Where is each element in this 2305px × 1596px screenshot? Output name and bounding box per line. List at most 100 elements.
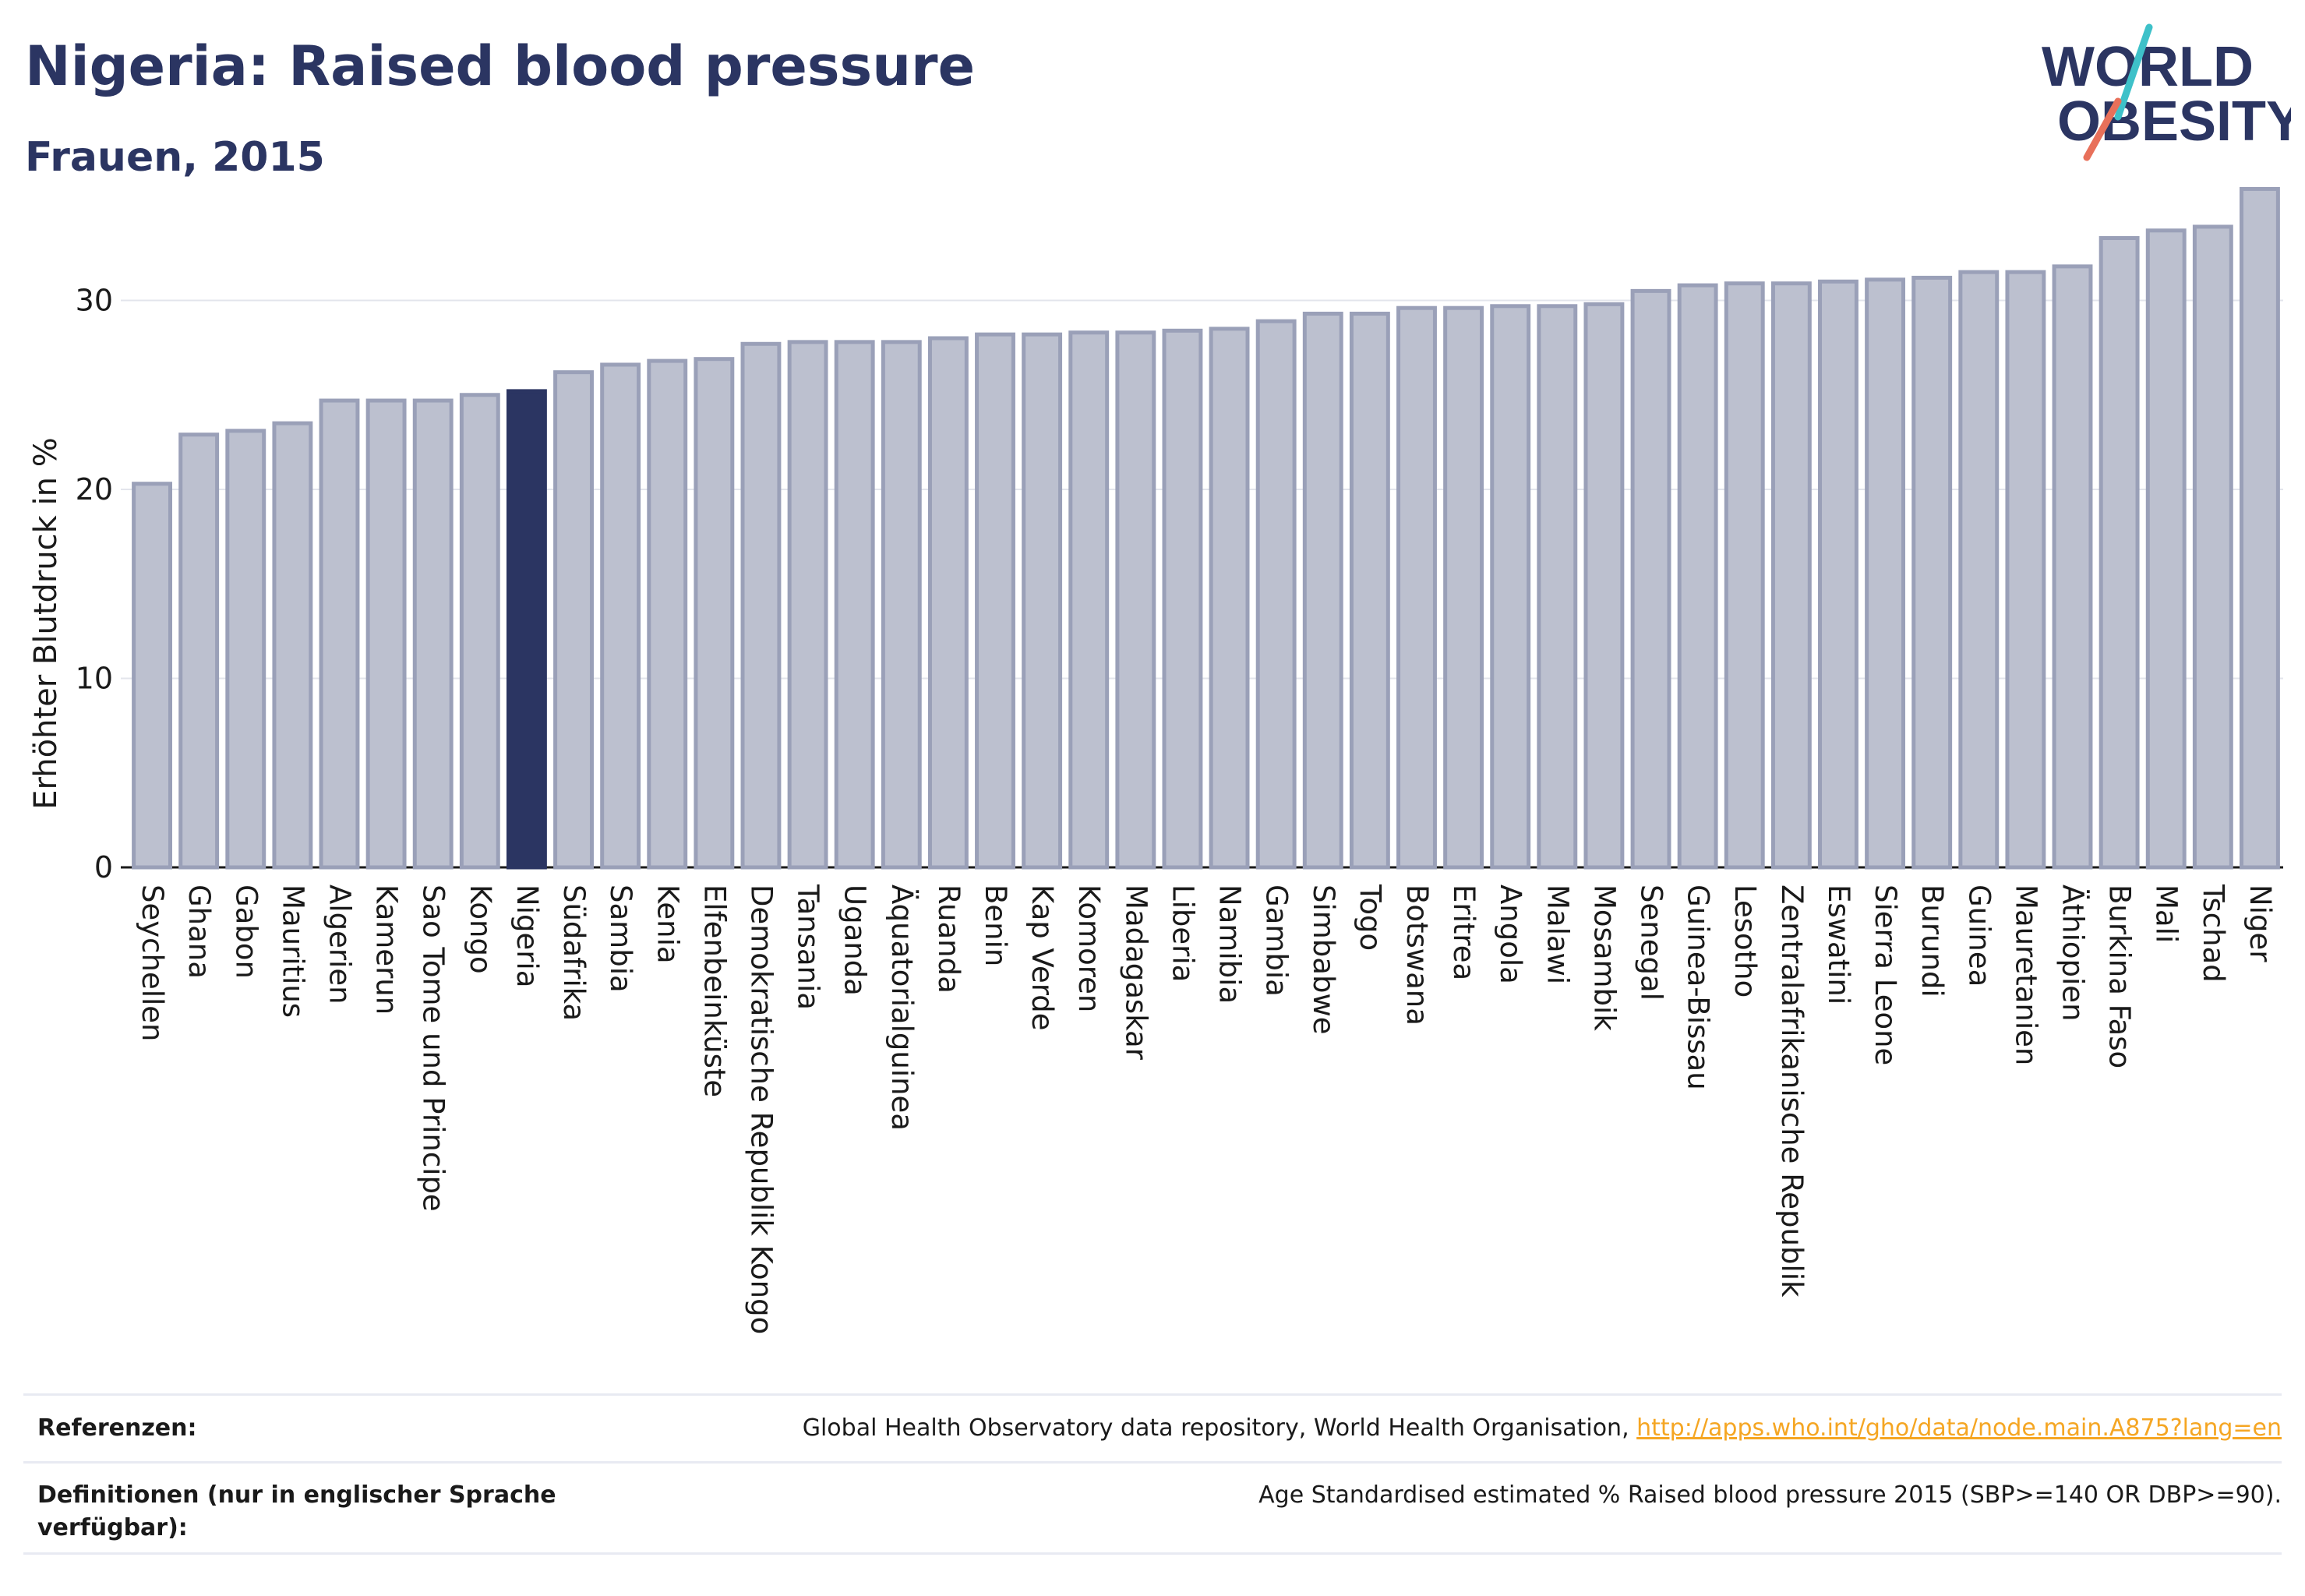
- definitions-label: Definitionen (nur in englischer Sprache …: [37, 1481, 556, 1541]
- bar-demokratische-republik-kongo[interactable]: [740, 341, 782, 870]
- bars-layer: [132, 186, 2280, 870]
- x-tick-label: Ghana: [182, 885, 216, 979]
- bar-malawi[interactable]: [1537, 304, 1578, 870]
- x-tick-label: Kamerun: [370, 885, 404, 1015]
- bar-lesotho[interactable]: [1724, 281, 1765, 870]
- bar-sierra-leone[interactable]: [1865, 277, 1906, 870]
- bar-benin[interactable]: [975, 332, 1015, 870]
- bar-mauritius[interactable]: [272, 421, 313, 870]
- bar-mosambik[interactable]: [1583, 302, 1625, 870]
- bar-kap-verde[interactable]: [1022, 332, 1063, 870]
- bar-ruanda[interactable]: [927, 336, 969, 870]
- bar-chart: 0 10 20 30 Seychellen Ghana Gabon Mauritius Alg…: [28, 186, 2283, 1334]
- x-tick-label: Mauretanien: [2009, 885, 2042, 1065]
- x-tick-label: Guinea: [1962, 885, 1996, 987]
- bar-kenia[interactable]: [647, 358, 688, 870]
- bar-seychellen[interactable]: [132, 482, 172, 870]
- x-tick-label: Mauritius: [276, 885, 309, 1018]
- x-tick-label: Guinea-Bissau: [1682, 885, 1715, 1090]
- bar-angola[interactable]: [1490, 304, 1531, 870]
- bar-guinea-bissau[interactable]: [1677, 283, 1718, 870]
- bar-äquatorialguinea[interactable]: [881, 340, 922, 870]
- bar-kamerun[interactable]: [365, 398, 407, 870]
- x-tick-label: Botswana: [1400, 885, 1434, 1026]
- bar-nigeria[interactable]: [506, 389, 547, 870]
- logo-slash-top: [2114, 23, 2153, 121]
- x-tick-label: Komoren: [1072, 885, 1106, 1012]
- bar-südafrika[interactable]: [553, 370, 594, 870]
- references-label: Referenzen:: [37, 1414, 197, 1442]
- x-tick-label: Eswatini: [1822, 885, 1855, 1005]
- x-tick-label: Senegal: [1635, 885, 1668, 1001]
- x-tick-label: Benin: [979, 885, 1012, 966]
- bar-togo[interactable]: [1349, 311, 1390, 870]
- x-tick-label: Ruanda: [932, 885, 965, 994]
- bar-gambia[interactable]: [1255, 319, 1297, 870]
- x-tick-label: Elfenbeinküste: [697, 885, 731, 1097]
- bar-burkina-faso[interactable]: [2099, 235, 2140, 870]
- x-tick-label: Sambia: [604, 885, 637, 993]
- bar-senegal[interactable]: [1630, 288, 1671, 870]
- bar-äthiopien[interactable]: [2052, 264, 2093, 870]
- bar-uganda[interactable]: [834, 340, 875, 870]
- x-tick-label: Burundi: [1915, 885, 1949, 998]
- bar-botswana[interactable]: [1396, 305, 1437, 870]
- bar-komoren[interactable]: [1068, 330, 1110, 870]
- x-tick-label: Gambia: [1260, 885, 1294, 997]
- bar-mauretanien[interactable]: [2005, 270, 2046, 870]
- y-axis-label: Erhöhter Blutdruck in %: [28, 437, 64, 809]
- x-tick-label: Kongo: [464, 885, 497, 974]
- bar-burundi[interactable]: [1911, 275, 1953, 870]
- bar-niger[interactable]: [2240, 186, 2280, 870]
- bar-madagaskar[interactable]: [1115, 330, 1156, 870]
- x-labels: Seychellen Ghana Gabon Mauritius Algerien Kam…: [136, 884, 2277, 1334]
- bar-kongo[interactable]: [459, 393, 500, 870]
- bar-namibia[interactable]: [1209, 327, 1250, 870]
- x-tick-label: Niger: [2243, 885, 2277, 962]
- definitions-value: Age Standardised estimated % Raised bloo…: [1258, 1481, 2282, 1509]
- x-tick-label: Gabon: [229, 885, 263, 979]
- x-tick-label: Kenia: [651, 885, 684, 964]
- x-tick-label: Seychellen: [136, 885, 169, 1041]
- x-tick-label: Malawi: [1541, 885, 1574, 984]
- logo-text-line1: WORLD: [2042, 36, 2254, 98]
- x-tick-label: Sierra Leone: [1869, 885, 1902, 1065]
- bar-tschad[interactable]: [2192, 224, 2233, 870]
- x-tick-label: Simbabwe: [1307, 885, 1340, 1034]
- bar-ghana[interactable]: [178, 433, 220, 870]
- chart-title: Nigeria: Raised blood pressure: [25, 34, 976, 98]
- x-tick-label: Eritrea: [1447, 885, 1481, 980]
- bar-mali[interactable]: [2145, 228, 2187, 870]
- footer: Referenzen: Global Health Observatory da…: [23, 1393, 2282, 1555]
- bar-algerien[interactable]: [319, 398, 360, 870]
- bar-tansania[interactable]: [787, 340, 828, 870]
- bar-simbabwe[interactable]: [1302, 311, 1343, 870]
- x-tick-label: Uganda: [838, 885, 872, 996]
- references-text: Global Health Observatory data repositor…: [802, 1414, 1637, 1442]
- y-ticks: 0 10 20 30: [76, 284, 113, 885]
- bar-gabon[interactable]: [225, 429, 267, 870]
- references-row: Referenzen: Global Health Observatory da…: [23, 1393, 2282, 1461]
- world-obesity-logo: WORLD OBESITY: [2042, 23, 2291, 161]
- bar-liberia[interactable]: [1162, 328, 1203, 870]
- bar-sambia[interactable]: [600, 362, 641, 870]
- bar-eritrea[interactable]: [1443, 305, 1484, 870]
- bar-eswatini[interactable]: [1818, 279, 1858, 870]
- x-tick-label: Tschad: [2197, 884, 2230, 983]
- x-tick-label: Angola: [1494, 885, 1527, 984]
- y-tick-label: 20: [76, 472, 113, 507]
- definitions-row: Definitionen (nur in englischer Sprache …: [23, 1461, 2282, 1555]
- bar-elfenbeinküste[interactable]: [694, 357, 735, 870]
- bar-guinea[interactable]: [1958, 270, 2000, 870]
- x-tick-label: Madagaskar: [1119, 885, 1152, 1061]
- x-tick-label: Mali: [2150, 885, 2183, 943]
- bar-zentralafrikanische-republik[interactable]: [1770, 281, 1812, 870]
- x-tick-label: Kap Verde: [1025, 885, 1059, 1031]
- x-tick-label: Tansania: [792, 884, 825, 1010]
- x-tick-label: Südafrika: [557, 885, 591, 1021]
- references-link[interactable]: http://apps.who.int/gho/data/node.main.A…: [1636, 1414, 2282, 1442]
- x-tick-label: Zentralafrikanische Republik: [1775, 885, 1809, 1298]
- y-tick-label: 30: [76, 284, 113, 318]
- x-tick-label: Äquatorialguinea: [885, 885, 919, 1131]
- bar-sao-tome-und-principe[interactable]: [412, 398, 454, 870]
